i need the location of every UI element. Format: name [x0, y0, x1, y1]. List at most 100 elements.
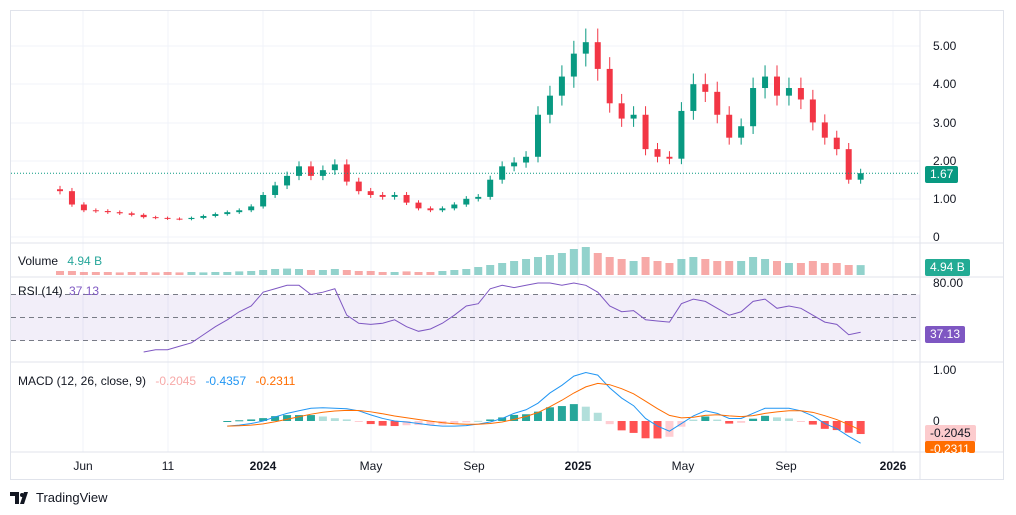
time-tick: 2025 — [564, 459, 592, 473]
candle-body — [738, 126, 745, 138]
candle-body — [570, 53, 577, 77]
volume-legend: Volume 4.94 B — [18, 254, 102, 268]
macd-histogram-bar — [796, 421, 805, 422]
volume-bar — [414, 272, 423, 275]
macd-histogram-bar — [247, 419, 256, 421]
macd-histogram-bar — [713, 419, 722, 421]
macd-histogram-bar — [545, 407, 554, 421]
volume-bar — [808, 261, 817, 275]
candle-body — [582, 42, 589, 54]
candle-body — [618, 103, 625, 119]
volume-bar — [832, 263, 841, 275]
candle-body — [296, 166, 302, 176]
candle-body — [535, 114, 541, 157]
rsi-tick: 80.00 — [933, 276, 964, 290]
candle-body — [92, 210, 99, 212]
candle-body — [116, 212, 123, 214]
volume-bar — [784, 263, 793, 275]
macd-histogram-bar — [844, 421, 853, 433]
volume-bar — [462, 269, 471, 275]
macd-tick: 0 — [933, 414, 940, 428]
candle-body — [463, 198, 470, 205]
volume-bar — [581, 247, 590, 275]
volume-tag: 4.94 B — [925, 259, 970, 276]
volume-bar — [749, 257, 758, 275]
volume-bar — [199, 272, 208, 275]
volume-bar — [295, 269, 303, 275]
volume-bar — [247, 271, 256, 275]
price-tick: 2.00 — [933, 154, 957, 168]
volume-bar — [653, 261, 662, 275]
macd-histogram-bar — [450, 421, 459, 424]
macd-histogram-bar — [259, 418, 268, 421]
candle-body — [68, 191, 75, 205]
candle-body — [439, 208, 446, 211]
volume-bar — [665, 263, 674, 275]
time-tick: Sep — [775, 459, 797, 473]
volume-bar — [545, 255, 554, 275]
brand-name: TradingView — [36, 490, 108, 505]
rsi-tag: 37.13 — [925, 326, 966, 343]
time-tick: 2024 — [249, 459, 277, 473]
macd-histogram-bar — [641, 421, 650, 439]
volume-bar — [617, 259, 626, 275]
candle-body — [224, 212, 231, 215]
macd-histogram-bar — [605, 421, 614, 425]
volume-bar — [259, 270, 268, 275]
macd-histogram-bar — [498, 417, 507, 421]
volume-bar — [438, 271, 447, 275]
volume-bar — [139, 272, 148, 275]
volume-bar — [235, 271, 244, 275]
macd-histogram-bar — [761, 415, 770, 421]
candle-body — [403, 194, 410, 203]
volume-bar — [115, 272, 124, 275]
macd-histogram-bar — [665, 421, 674, 437]
candle-body — [319, 170, 326, 176]
volume-bar — [498, 263, 507, 275]
volume-bar — [522, 259, 531, 275]
candle-body — [821, 122, 828, 138]
volume-bar — [271, 269, 280, 275]
volume-bar — [856, 265, 865, 275]
macd-histogram-bar — [486, 419, 495, 421]
candle-body — [558, 76, 565, 96]
volume-bar — [175, 272, 184, 275]
macd-signal-tag: -0.2311 — [925, 441, 975, 453]
candle-body — [499, 166, 506, 180]
candle-body — [451, 204, 458, 209]
macd-line — [227, 372, 861, 444]
macd-histogram-bar — [283, 415, 292, 421]
candle-body — [236, 210, 243, 213]
volume-bar — [103, 272, 112, 275]
candle-body — [714, 91, 721, 115]
tradingview-logo[interactable]: TradingView — [10, 490, 108, 505]
volume-bar — [725, 261, 734, 275]
volume-bar — [844, 265, 853, 275]
macd-histogram-bar — [581, 406, 590, 421]
time-tick: Jun — [73, 459, 93, 473]
volume-bar — [701, 259, 710, 275]
macd-histogram-bar — [318, 416, 327, 421]
time-tick: 2026 — [879, 459, 907, 473]
candle-body — [200, 215, 207, 218]
macd-histogram-bar — [414, 421, 423, 426]
macd-signal-line — [227, 382, 861, 431]
macd-histogram-bar — [426, 421, 435, 425]
macd-histogram-bar — [856, 421, 865, 435]
volume-bar — [318, 270, 327, 275]
macd-label: MACD (12, 26, close, 9) — [18, 374, 147, 388]
macd-histogram-bar — [295, 415, 303, 421]
volume-bar — [713, 261, 722, 275]
candle-body — [606, 68, 613, 104]
volume-bar — [330, 269, 339, 275]
price-tick: 3.00 — [933, 116, 957, 130]
candle-body — [57, 189, 63, 192]
macd-histogram-bar — [617, 421, 626, 431]
macd-histogram-bar — [271, 416, 280, 421]
volume-bar — [187, 272, 196, 275]
time-tick: Sep — [463, 459, 485, 473]
volume-bar — [283, 268, 292, 275]
candle-body — [164, 217, 171, 219]
volume-bar — [761, 259, 770, 275]
